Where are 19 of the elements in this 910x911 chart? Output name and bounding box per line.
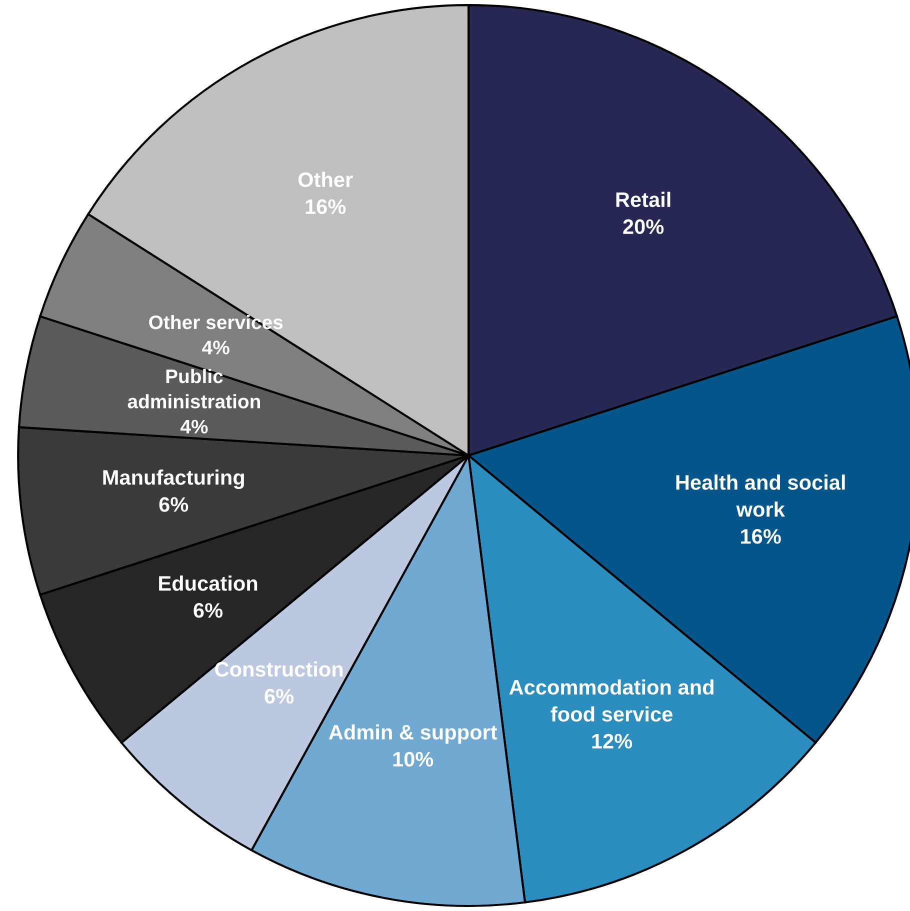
data-label: 20%	[623, 219, 664, 234]
slice-label: Public administration	[128, 368, 260, 408]
data-label: 6%	[159, 497, 188, 512]
data-label: 6%	[264, 688, 294, 704]
data-label: 16%	[306, 199, 346, 214]
data-label: 6%	[194, 603, 223, 618]
data-label: 10%	[393, 752, 434, 767]
slice-label: Other	[298, 172, 353, 188]
slice-label: Retail	[616, 192, 670, 208]
slice-label: Construction	[215, 661, 343, 677]
data-label: 4%	[202, 340, 230, 354]
slice-label: Manufacturing	[103, 470, 244, 490]
data-label: 12%	[592, 734, 632, 749]
data-label: 16%	[741, 529, 781, 544]
data-label: 4%	[180, 420, 208, 434]
slice-label: Admin & support	[328, 724, 498, 744]
slice-label: Education	[159, 576, 258, 591]
slice-label: Health and social work	[676, 474, 845, 517]
slice-label: Accommodation and food service	[509, 679, 714, 722]
